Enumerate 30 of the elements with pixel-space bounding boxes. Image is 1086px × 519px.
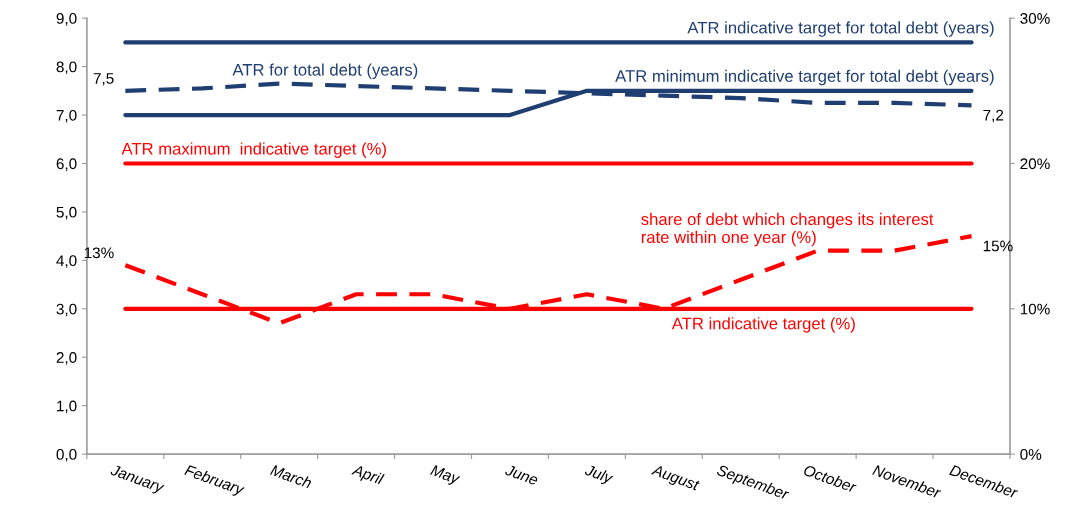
x-tick-label: July: [583, 463, 615, 487]
data-label: 7,2: [983, 109, 1004, 123]
x-tick-label: May: [429, 464, 462, 488]
series-label: ATR indicative target for total debt (years): [687, 21, 994, 37]
series-label: ATR for total debt (years): [232, 63, 418, 80]
x-tick-label: March: [269, 463, 313, 489]
y-tick-label: 9,0: [56, 13, 77, 26]
y2-tick-label: 30%: [1020, 13, 1050, 24]
y-tick-label: 6,0: [56, 158, 77, 171]
series-label: ATR indicative target (%): [671, 317, 855, 333]
y-tick-label: 5,0: [56, 206, 77, 220]
y-tick-label: 8,0: [56, 61, 77, 75]
series-label: share of debt which changes its interest rate within one year (%): [641, 212, 934, 247]
y-tick-label: 2,0: [56, 352, 77, 365]
x-tick-label: April: [350, 463, 385, 488]
data-label: 7,5: [93, 73, 114, 86]
data-label: 15%: [983, 240, 1013, 252]
y-tick-label: 7,0: [56, 109, 77, 123]
y2-tick-label: 0%: [1020, 448, 1042, 460]
y2-tick-label: 20%: [1020, 158, 1050, 170]
data-label: 13%: [84, 247, 114, 259]
y-tick-label: 3,0: [56, 303, 77, 317]
series-label: ATR maximum indicative target (%): [121, 142, 386, 158]
y-tick-label: 1,0: [57, 400, 77, 414]
x-tick-label: June: [504, 464, 539, 486]
y2-tick-label: 10%: [1020, 303, 1050, 315]
x-tick-label: August: [649, 464, 701, 494]
series-label: ATR minimum indicative target for total debt (years): [615, 69, 994, 86]
y-tick-label: 4,0: [56, 255, 77, 268]
y-tick-label: 0,0: [56, 448, 77, 462]
